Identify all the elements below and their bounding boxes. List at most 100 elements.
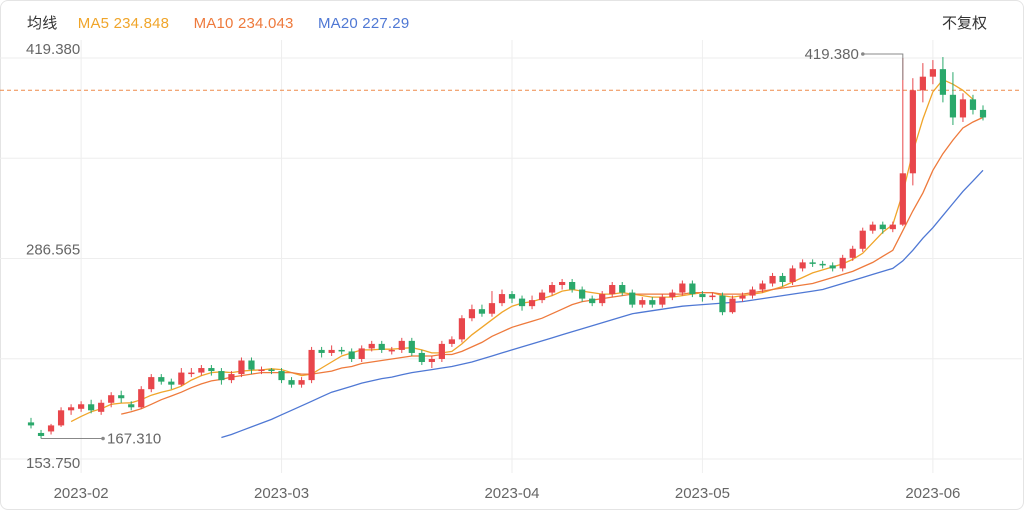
candle-body bbox=[719, 295, 726, 313]
candle-body bbox=[168, 381, 175, 385]
x-tick-label: 2023-06 bbox=[905, 485, 960, 502]
candle-body bbox=[749, 289, 756, 296]
candle bbox=[979, 105, 987, 121]
candle bbox=[348, 348, 355, 363]
candle-body bbox=[679, 283, 686, 293]
legend-label[interactable]: 均线 bbox=[27, 15, 58, 32]
ma-legend: 均线 MA5 234.848 MA10 234.043 MA20 227.29 bbox=[27, 12, 429, 33]
candle bbox=[298, 377, 305, 388]
candle-body bbox=[468, 309, 476, 319]
candle bbox=[288, 377, 295, 388]
candle bbox=[599, 291, 606, 307]
candle bbox=[619, 281, 626, 296]
candle-body bbox=[47, 425, 55, 432]
candle bbox=[769, 272, 776, 287]
candle-body bbox=[98, 402, 105, 412]
candle-body bbox=[498, 294, 506, 304]
candle bbox=[308, 346, 315, 384]
candle bbox=[779, 272, 786, 287]
x-tick-label: 2023-02 bbox=[54, 485, 109, 502]
y-axis: 419.380 286.565 153.750 bbox=[26, 41, 80, 472]
candle-body bbox=[228, 374, 235, 381]
x-tick-label: 2023-03 bbox=[254, 485, 309, 502]
candle-body bbox=[288, 380, 295, 385]
candle-body bbox=[508, 294, 516, 299]
candle bbox=[268, 368, 275, 375]
candle bbox=[218, 368, 225, 385]
candle bbox=[338, 346, 345, 355]
candle bbox=[689, 280, 696, 298]
adjust-toggle[interactable]: 不复权 bbox=[941, 15, 987, 32]
candle bbox=[759, 280, 766, 293]
candle-body bbox=[859, 230, 866, 249]
candle-body bbox=[789, 268, 796, 282]
candle-body bbox=[328, 349, 335, 353]
candle bbox=[208, 365, 215, 376]
candle bbox=[959, 93, 967, 122]
candle bbox=[148, 374, 155, 393]
candle-body bbox=[839, 257, 846, 269]
candle-body bbox=[258, 369, 265, 372]
candle-body bbox=[338, 349, 345, 352]
candle bbox=[749, 286, 756, 299]
ma20-line bbox=[221, 169, 984, 439]
candle bbox=[969, 94, 977, 115]
candle bbox=[579, 286, 586, 302]
candle-body bbox=[198, 368, 205, 373]
candle bbox=[879, 221, 886, 234]
candle bbox=[108, 392, 115, 408]
legend-ma10: MA10 234.043 bbox=[193, 15, 294, 32]
candle-body bbox=[458, 318, 466, 340]
legend-ma20: MA20 227.29 bbox=[317, 15, 410, 32]
candle bbox=[488, 291, 496, 317]
candle bbox=[548, 281, 556, 296]
candle-body bbox=[448, 339, 455, 344]
candle-body bbox=[478, 309, 486, 314]
candle bbox=[659, 294, 666, 308]
high-marker-line bbox=[862, 53, 904, 80]
candle-body bbox=[829, 265, 836, 269]
candle-body bbox=[589, 298, 596, 304]
candle bbox=[639, 297, 646, 308]
candle bbox=[47, 423, 55, 435]
candle-body bbox=[148, 377, 155, 390]
candle-body bbox=[248, 360, 255, 370]
candle bbox=[899, 58, 906, 227]
candles bbox=[27, 57, 987, 439]
candle bbox=[388, 346, 395, 355]
candle bbox=[468, 304, 476, 322]
candle-body bbox=[889, 224, 896, 230]
candle-body bbox=[619, 285, 626, 293]
candle-body bbox=[358, 348, 365, 359]
candle bbox=[528, 295, 536, 310]
candle-body bbox=[438, 343, 445, 359]
high-annotation: 419.380 bbox=[805, 46, 859, 63]
candle bbox=[408, 337, 415, 356]
candle bbox=[448, 336, 455, 347]
candle bbox=[929, 60, 936, 85]
candle-body bbox=[298, 380, 305, 385]
candle bbox=[849, 245, 856, 261]
candle-body bbox=[959, 99, 967, 118]
candle bbox=[809, 259, 816, 267]
candle bbox=[498, 289, 506, 307]
y-tick-label: 286.565 bbox=[26, 242, 80, 259]
candle bbox=[508, 291, 516, 304]
candle-body bbox=[318, 349, 325, 353]
candle-body bbox=[108, 395, 115, 403]
candle-body bbox=[879, 224, 886, 230]
candle-body bbox=[67, 407, 75, 411]
candle bbox=[368, 340, 375, 352]
candle bbox=[228, 371, 235, 384]
candle-body bbox=[769, 275, 776, 284]
candle-body bbox=[118, 395, 125, 399]
candle bbox=[869, 221, 876, 234]
candle bbox=[949, 72, 957, 125]
candle bbox=[88, 399, 95, 414]
candle-body bbox=[37, 432, 45, 436]
candle bbox=[839, 254, 846, 272]
candle bbox=[258, 366, 265, 375]
candle-body bbox=[649, 300, 656, 305]
candle-body bbox=[949, 94, 957, 118]
